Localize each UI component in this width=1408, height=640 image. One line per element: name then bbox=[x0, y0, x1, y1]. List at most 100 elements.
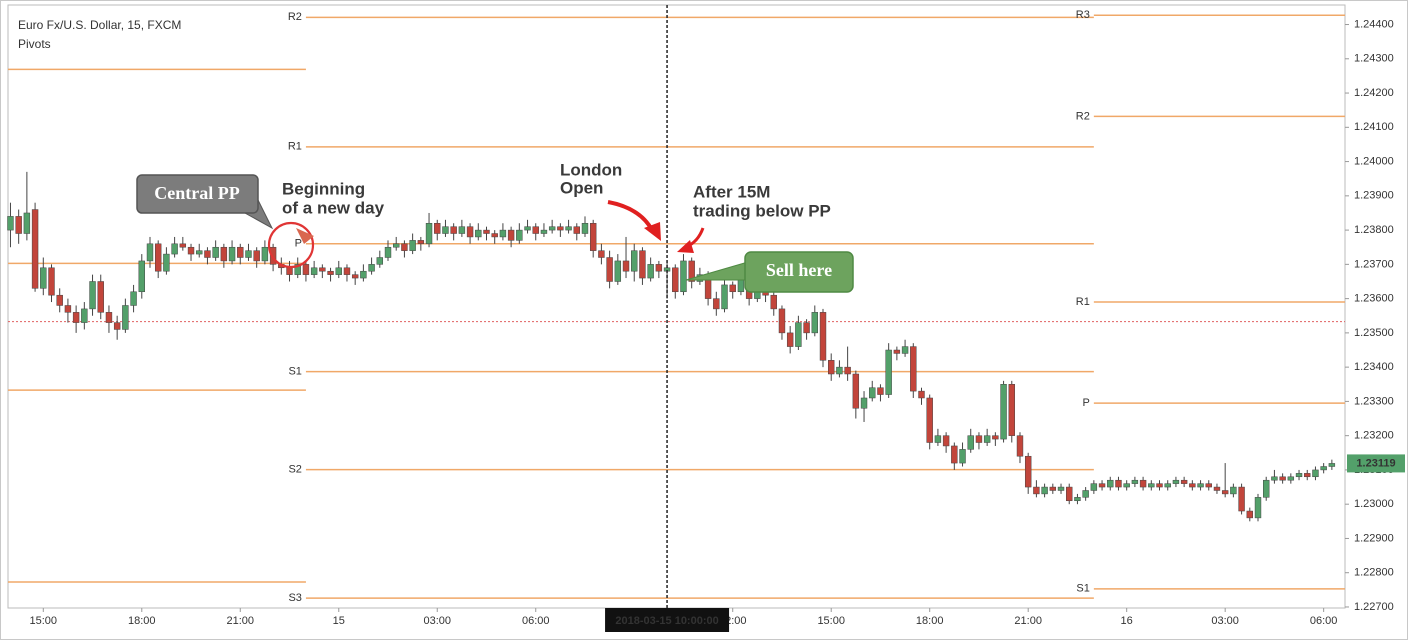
candle-body bbox=[548, 226, 556, 231]
candle-body bbox=[869, 387, 876, 399]
candle-body bbox=[72, 312, 80, 323]
candle-body bbox=[852, 373, 860, 409]
candle-body bbox=[1033, 486, 1040, 495]
x-tick-label: 03:00 bbox=[1211, 615, 1239, 627]
candle-body bbox=[983, 435, 991, 443]
candle-body bbox=[1287, 476, 1295, 481]
candle-body bbox=[581, 222, 589, 234]
candle-body bbox=[56, 294, 63, 306]
candle-body bbox=[631, 250, 638, 272]
candle-body bbox=[992, 435, 999, 440]
y-tick-label: 1.23600 bbox=[1354, 293, 1394, 305]
candle-body bbox=[934, 435, 942, 443]
candle-body bbox=[1016, 435, 1024, 457]
candle-body bbox=[1271, 476, 1278, 481]
candle-body bbox=[844, 366, 851, 375]
candle-body bbox=[179, 243, 187, 248]
candle-body bbox=[376, 257, 384, 265]
candle-body bbox=[1139, 479, 1147, 488]
candle-body bbox=[1024, 455, 1032, 488]
candle-body bbox=[1304, 473, 1311, 478]
pivot-circle bbox=[267, 221, 315, 269]
candle-body bbox=[655, 264, 663, 272]
annotation: London bbox=[560, 160, 622, 179]
candle-body bbox=[959, 449, 966, 464]
candle-body bbox=[1263, 479, 1270, 498]
candle-body bbox=[1131, 479, 1139, 484]
candle-body bbox=[721, 284, 728, 310]
candle-body bbox=[1057, 486, 1065, 491]
candle-body bbox=[1049, 486, 1057, 491]
candle-body bbox=[1254, 497, 1262, 519]
pivot-label: R1 bbox=[288, 141, 302, 153]
candle-body bbox=[606, 257, 613, 282]
candle-body bbox=[639, 250, 646, 279]
callout-text: Sell here bbox=[766, 260, 832, 280]
candle-body bbox=[228, 246, 236, 262]
last-price-bg bbox=[1347, 454, 1405, 473]
x-tick-label: 15:00 bbox=[30, 615, 58, 627]
candle-body bbox=[23, 212, 31, 234]
candle-body bbox=[187, 246, 195, 255]
candle-body bbox=[15, 216, 22, 234]
pivot-label: R3 bbox=[1076, 9, 1090, 21]
candle-body bbox=[1148, 483, 1155, 488]
candle-body bbox=[237, 246, 244, 258]
candle-body bbox=[1197, 483, 1204, 488]
y-tick-label: 1.24000 bbox=[1354, 155, 1394, 167]
candle-body bbox=[1090, 483, 1098, 491]
y-tick-label: 1.22700 bbox=[1354, 601, 1394, 613]
candle-body bbox=[425, 222, 433, 245]
candle-body bbox=[811, 312, 819, 334]
candle-body bbox=[154, 243, 162, 272]
candle-body bbox=[1221, 490, 1229, 495]
candle-body bbox=[97, 281, 104, 313]
candle-body bbox=[901, 346, 909, 354]
candle-body bbox=[672, 267, 679, 293]
y-tick-label: 1.23300 bbox=[1354, 395, 1394, 407]
candle-body bbox=[401, 243, 408, 251]
candle-body bbox=[885, 349, 892, 395]
x-tick-label: 06:00 bbox=[1310, 615, 1338, 627]
candle-body bbox=[647, 264, 654, 279]
candle-body bbox=[360, 270, 367, 279]
candle-body bbox=[828, 360, 835, 375]
x-tick-label: 15 bbox=[333, 615, 345, 627]
candle-body bbox=[1328, 463, 1336, 467]
y-tick-label: 1.24100 bbox=[1354, 121, 1394, 133]
y-tick-label: 1.23800 bbox=[1354, 224, 1394, 236]
candle-body bbox=[261, 246, 269, 262]
candle-body bbox=[803, 322, 810, 334]
candle-body bbox=[622, 260, 630, 272]
candle-body bbox=[557, 226, 564, 231]
pivot-label: S3 bbox=[288, 592, 301, 604]
callout bbox=[136, 174, 259, 214]
candle-body bbox=[1213, 486, 1221, 491]
candle-body bbox=[122, 305, 129, 330]
candle-body bbox=[310, 267, 318, 275]
candle-body bbox=[1008, 384, 1015, 436]
arrowhead bbox=[644, 222, 661, 241]
callout-text: Central PP bbox=[154, 183, 239, 203]
candle-body bbox=[204, 250, 211, 258]
crosshair-label-bg bbox=[605, 608, 730, 632]
candle-body bbox=[130, 291, 137, 306]
candle-body bbox=[951, 445, 958, 464]
y-tick-label: 1.23400 bbox=[1354, 361, 1394, 373]
candle-body bbox=[343, 267, 351, 275]
candle-body bbox=[409, 240, 416, 251]
candle-body bbox=[598, 250, 605, 258]
candle-body bbox=[688, 260, 695, 282]
candle-body bbox=[507, 229, 515, 241]
annotation: Beginning bbox=[282, 179, 365, 198]
candle-body bbox=[220, 246, 228, 262]
x-tick-label: 18:00 bbox=[128, 615, 156, 627]
last-price-label: 1.23119 bbox=[1356, 457, 1395, 469]
y-tick-label: 1.24400 bbox=[1354, 18, 1394, 30]
candle-body bbox=[1066, 486, 1073, 502]
candle-body bbox=[926, 397, 933, 443]
candle-body bbox=[31, 209, 39, 289]
candle-body bbox=[417, 240, 425, 245]
